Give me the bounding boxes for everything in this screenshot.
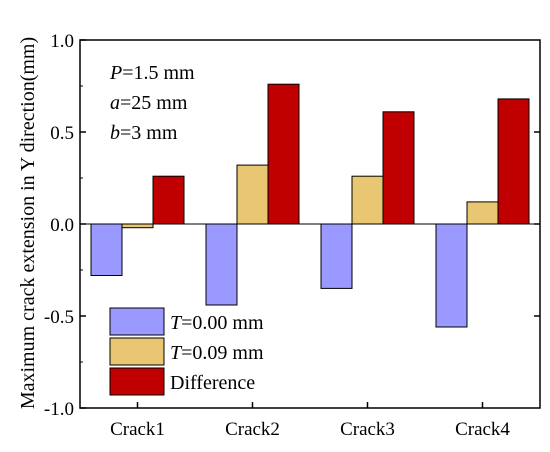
bar-1-crack1 [90, 223, 123, 276]
x-tick-label: Crack1 [110, 419, 165, 440]
legend-swatch [109, 307, 165, 336]
bar-2-crack3 [351, 175, 384, 225]
x-tick-label: Crack2 [225, 419, 280, 440]
bar-3-crack2 [267, 83, 300, 225]
bar-1-crack3 [320, 223, 353, 289]
bar-2-crack2 [236, 164, 269, 225]
bar-3-crack4 [497, 98, 530, 225]
y-tick-label: 1.0 [50, 31, 74, 52]
y-axis-label: Maximum crack extension in Y direction(m… [17, 37, 39, 409]
annotation-p: P=1.5 mm [109, 62, 195, 84]
x-axis-ticks: Crack1 Crack2 Crack3 Crack4 [110, 402, 510, 440]
bar-1-crack4 [435, 223, 468, 328]
annotation-b: b=3 mm [110, 122, 178, 144]
y-tick-label: -0.5 [44, 307, 74, 328]
legend-swatch [109, 337, 165, 366]
bar-1-crack2 [205, 223, 238, 306]
legend: T=0.00 mm T=0.09 mm Difference [109, 307, 264, 396]
parameter-annotations: P=1.5 mm a=25 mm b=3 mm [109, 62, 195, 144]
legend-label: Difference [170, 372, 255, 394]
y-tick-label: 0.5 [50, 123, 74, 144]
legend-label: T=0.00 mm [170, 312, 264, 334]
bar-3-crack3 [382, 111, 415, 225]
bar-3-crack1 [152, 175, 185, 225]
bar-2-crack4 [466, 201, 499, 225]
y-axis-ticks: -1.0 -0.5 0.0 0.5 1.0 [44, 31, 540, 420]
y-tick-label: -1.0 [44, 399, 74, 420]
bars-group [90, 83, 530, 328]
bar-2-crack1 [121, 223, 154, 229]
annotation-a: a=25 mm [110, 92, 188, 114]
x-tick-label: Crack4 [455, 419, 510, 440]
legend-swatch [109, 367, 165, 396]
legend-label: T=0.09 mm [170, 342, 264, 364]
y-tick-label: 0.0 [50, 215, 74, 236]
x-tick-label: Crack3 [340, 419, 395, 440]
